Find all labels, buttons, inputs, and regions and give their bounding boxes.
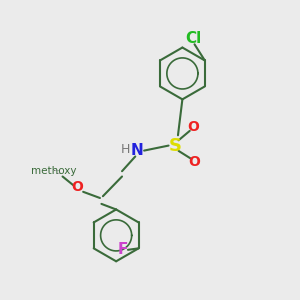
Text: methoxy: methoxy [54, 169, 61, 171]
Text: O: O [188, 155, 200, 169]
Text: S: S [169, 136, 182, 154]
Text: O: O [187, 120, 199, 134]
Text: N: N [130, 143, 143, 158]
Text: F: F [118, 242, 128, 257]
Text: methyl: methyl [57, 173, 62, 174]
Text: O: O [71, 180, 83, 194]
Text: methoxy: methoxy [31, 166, 76, 176]
Text: Cl: Cl [185, 32, 201, 46]
Text: H: H [121, 143, 130, 156]
